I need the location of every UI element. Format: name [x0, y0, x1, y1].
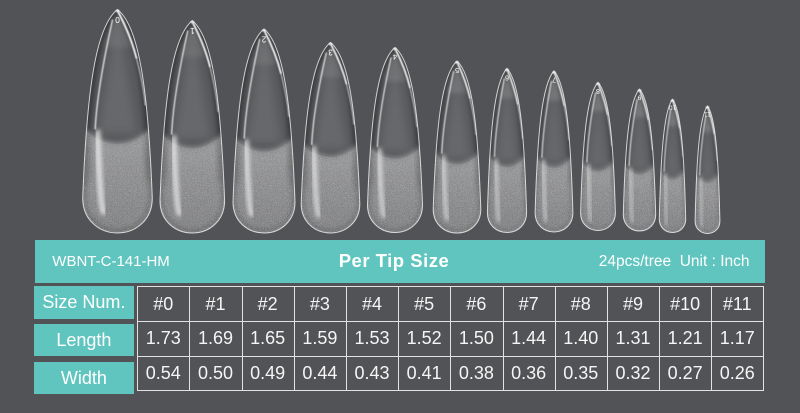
- svg-text:7: 7: [552, 76, 556, 83]
- svg-text:3: 3: [328, 48, 333, 57]
- svg-text:1: 1: [190, 26, 195, 35]
- svg-text:4: 4: [392, 53, 397, 62]
- svg-text:10: 10: [669, 104, 677, 111]
- svg-text:0: 0: [115, 15, 120, 25]
- svg-text:5: 5: [455, 66, 459, 75]
- svg-text:9: 9: [637, 94, 641, 101]
- svg-text:11: 11: [704, 110, 711, 117]
- svg-text:2: 2: [261, 34, 266, 43]
- svg-text:8: 8: [596, 87, 600, 94]
- svg-text:6: 6: [505, 73, 509, 81]
